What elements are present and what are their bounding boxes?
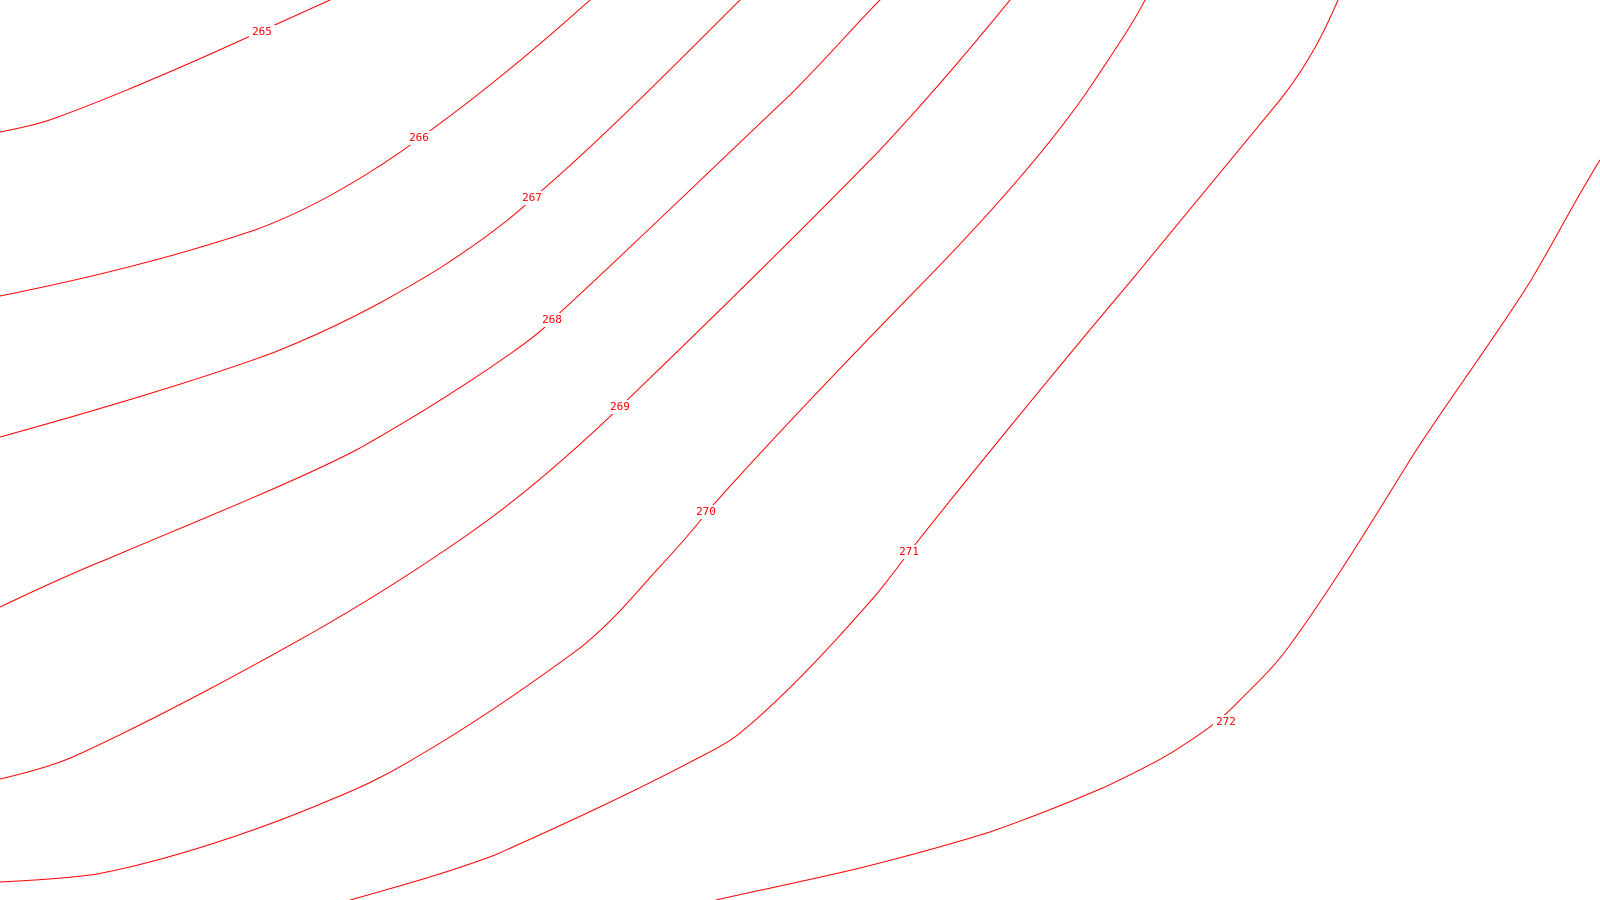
contour-label-272: 272 (1216, 715, 1236, 728)
contour-label-265: 265 (252, 25, 272, 38)
contour-line-268 (0, 0, 881, 608)
contour-label-bg (249, 25, 275, 39)
contour-label-bg (896, 545, 922, 559)
contour-label-bg (607, 400, 633, 414)
contour-266: 266 (0, 0, 591, 297)
contour-268: 268 (0, 0, 881, 608)
contour-label-bg (693, 505, 719, 519)
contour-label-270: 270 (696, 505, 716, 518)
contour-line-265 (0, 0, 331, 133)
contour-label-bg (539, 313, 565, 327)
contour-267: 267 (0, 0, 741, 438)
contour-label-268: 268 (542, 313, 562, 326)
contour-line-271 (349, 0, 1339, 900)
contour-265: 265 (0, 0, 331, 133)
contour-label-bg (406, 131, 432, 145)
contour-label-271: 271 (899, 545, 919, 558)
contour-272: 272 (715, 159, 1600, 900)
contour-label-bg (519, 191, 545, 205)
contour-line-267 (0, 0, 741, 438)
contour-269: 269 (0, 0, 1011, 780)
contour-line-270 (0, 0, 1146, 883)
contour-line-272 (715, 159, 1600, 900)
contour-label-267: 267 (522, 191, 542, 204)
contour-label-bg (1213, 715, 1239, 729)
contour-line-266 (0, 0, 591, 297)
contour-label-269: 269 (610, 400, 630, 413)
contour-270: 270 (0, 0, 1146, 883)
contour-271: 271 (349, 0, 1339, 900)
contour-line-269 (0, 0, 1011, 780)
contour-label-266: 266 (409, 131, 429, 144)
